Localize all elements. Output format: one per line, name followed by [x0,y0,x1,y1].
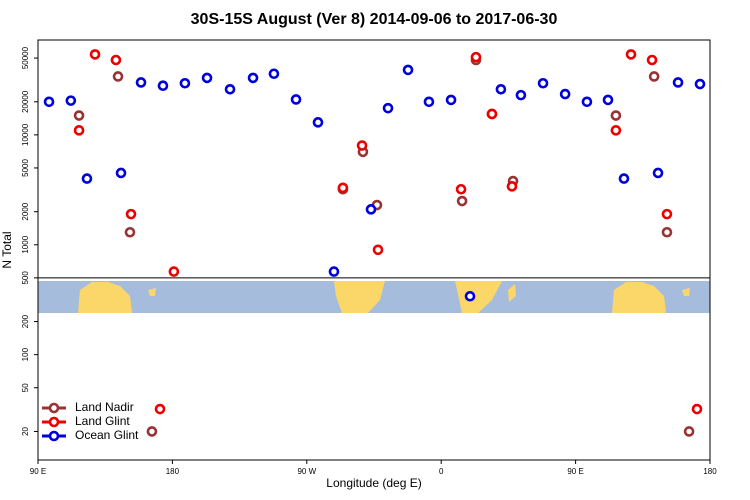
marker [646,54,658,66]
marker [537,77,549,89]
legend-label: Ocean Glint [75,428,139,442]
marker [610,125,622,136]
marker [290,94,302,105]
chart-title: 30S-15S August (Ver 8) 2014-09-06 to 201… [191,11,558,28]
marker [179,77,191,89]
marker [365,204,377,215]
marker [402,64,414,76]
legend-marker [48,416,60,428]
marker [135,77,147,88]
marker [73,110,85,121]
marker [337,182,349,194]
marker [661,226,673,238]
marker [455,183,467,195]
marker [268,68,280,80]
x-tick-label: 180 [166,467,180,476]
y-tick-label: 200 [21,314,30,328]
marker [445,94,457,106]
plot-frame [37,39,711,461]
marker [312,117,324,128]
legend-label: Land Nadir [75,400,134,414]
y-axis-label: N Total [0,231,14,268]
x-axis-label: Longitude (deg E) [326,476,421,490]
marker [124,226,136,238]
legend-marker [48,402,60,414]
y-tick-label: 2000 [21,202,30,220]
marker [247,72,259,84]
legend-label: Land Glint [75,414,130,428]
marker [146,426,158,437]
marker [154,403,166,415]
marker [506,181,518,192]
marker [356,140,368,151]
marker [602,94,614,106]
y-tick-label: 500 [21,271,30,285]
marker [486,108,498,120]
marker [464,290,476,302]
marker [652,167,664,179]
marker [372,244,384,256]
marker [694,78,706,90]
x-tick-label: 0 [439,467,444,476]
marker [470,51,482,63]
y-tick-label: 5000 [21,159,30,177]
marker [618,173,630,184]
marker [648,71,660,82]
marker [661,208,673,220]
marker [625,49,637,60]
marker [691,403,703,415]
marker [43,96,55,108]
marker [125,208,137,220]
marker [672,77,684,88]
y-tick-label: 50000 [21,46,30,69]
y-tick-label: 10000 [21,123,30,146]
marker [73,125,85,136]
marker [115,167,127,179]
y-tick-label: 1000 [21,235,30,253]
marker [382,102,394,114]
marker [610,110,622,121]
marker [456,195,468,207]
marker [559,88,571,100]
marker [65,95,77,106]
marker [81,173,93,184]
map-strip [38,281,710,313]
x-tick-label: 90 E [30,467,46,476]
y-tick-label: 20000 [21,90,30,113]
marker [495,83,507,95]
marker [683,426,695,437]
marker [110,54,122,66]
y-tick-label: 100 [21,347,30,361]
marker [423,96,435,108]
marker [201,72,213,84]
marker [224,83,236,95]
x-tick-label: 90 E [567,467,583,476]
x-tick-label: 180 [703,467,717,476]
marker [168,266,180,277]
marker [515,89,527,101]
legend-marker [48,430,60,442]
marker [328,266,340,277]
x-tick-label: 90 W [297,467,316,476]
marker [112,71,124,82]
y-tick-label: 20 [21,426,30,435]
marker [157,80,169,92]
marker [581,96,593,108]
y-tick-label: 50 [21,383,30,392]
marker [89,49,101,60]
